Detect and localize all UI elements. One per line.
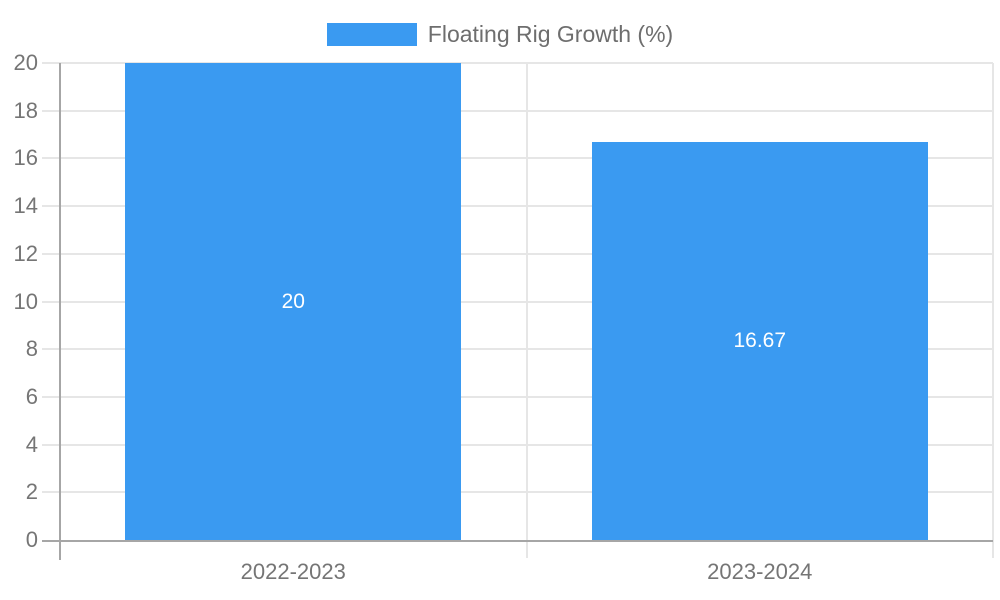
y-axis-tick-label: 14 bbox=[13, 193, 38, 219]
y-axis-tick-label: 0 bbox=[25, 527, 38, 552]
bar-2023-2024[interactable] bbox=[591, 142, 928, 540]
legend-row: Floating Rig Growth (%) bbox=[0, 21, 1000, 48]
bar-value-label: 16.67 bbox=[733, 329, 787, 353]
y-axis-tick-label: 20 bbox=[13, 50, 38, 75]
legend-swatch-icon bbox=[326, 23, 417, 46]
y-axis-tick-label: 8 bbox=[25, 336, 38, 362]
y-gridline bbox=[42, 300, 993, 303]
vertical-gridline bbox=[525, 63, 528, 558]
y-axis-tick-label: 16 bbox=[13, 145, 38, 171]
y-axis-line bbox=[59, 63, 61, 560]
y-gridline bbox=[42, 443, 993, 446]
y-axis-tick-label: 18 bbox=[13, 97, 38, 123]
y-gridline bbox=[42, 491, 993, 494]
y-gridline bbox=[42, 348, 993, 351]
y-gridline bbox=[42, 252, 993, 255]
x-axis-label: 2022-2023 bbox=[240, 559, 346, 584]
bar-value-label: 20 bbox=[281, 289, 305, 313]
x-axis-label: 2023-2024 bbox=[707, 559, 813, 584]
plot-area: 0 2 4 6 8 10 12 14 16 18 20 20 2022-2023 16.67 2023-20… bbox=[14, 50, 994, 584]
chart-legend[interactable]: Floating Rig Growth (%) bbox=[326, 21, 674, 48]
y-gridline bbox=[42, 205, 993, 208]
y-axis-tick-label: 6 bbox=[25, 383, 38, 409]
bar-2022-2023[interactable] bbox=[125, 63, 462, 540]
y-axis-tick-label: 12 bbox=[13, 240, 38, 266]
y-gridline bbox=[42, 109, 993, 112]
y-axis-tick-label: 2 bbox=[25, 479, 38, 505]
legend-label: Floating Rig Growth (%) bbox=[427, 21, 674, 47]
y-gridline bbox=[42, 395, 993, 398]
y-gridline bbox=[42, 62, 993, 64]
x-axis-line bbox=[42, 540, 993, 542]
y-axis-tick-label: 10 bbox=[13, 288, 38, 314]
vertical-gridline bbox=[992, 63, 994, 558]
y-axis-tick-label: 4 bbox=[25, 431, 38, 457]
y-gridline bbox=[42, 157, 993, 160]
